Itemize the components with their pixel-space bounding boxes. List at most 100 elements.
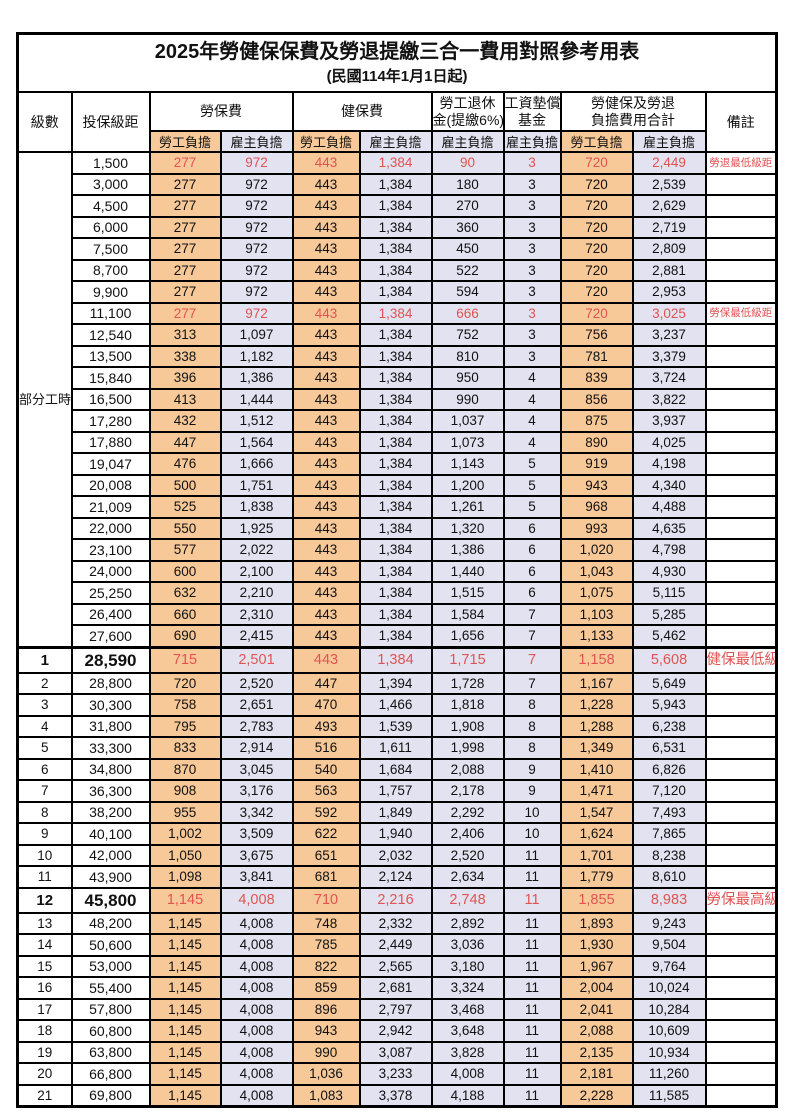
health-employee-cell: 822: [291, 954, 361, 978]
total-employer-cell: 2,953: [631, 280, 707, 304]
remark-cell: [704, 559, 778, 583]
remark-cell: [704, 1083, 778, 1108]
health-employee-cell: 443: [291, 581, 361, 605]
wage-fund-employer-cell: 7: [502, 645, 562, 674]
wage-fund-employer-cell: 6: [502, 559, 562, 583]
labor-employee-cell: 1,145: [148, 1083, 222, 1108]
total-employee-cell: 2,004: [559, 976, 634, 1000]
total-employee-cell: 720: [559, 301, 634, 325]
level-cell: 1: [16, 645, 73, 674]
health-employee-cell: 443: [291, 387, 361, 411]
table-row: 15,840 396 1,386 443 1,384 950 4 839 3,724: [18, 366, 778, 390]
bracket-cell: 38,200: [70, 800, 151, 824]
remark-cell: 勞保最高級距: [704, 886, 778, 914]
total-employer-cell: 11,585: [631, 1083, 707, 1108]
labor-employee-cell: 432: [148, 409, 222, 433]
remark-cell: [704, 800, 778, 824]
labor-employee-cell: 1,145: [148, 997, 222, 1021]
total-employee-cell: 2,088: [559, 1019, 634, 1043]
pension-employer-cell: 3,648: [430, 1019, 505, 1043]
health-employer-cell: 1,384: [358, 151, 433, 175]
wage-fund-employer-cell: 3: [502, 194, 562, 218]
total-employer-cell: 9,764: [631, 954, 707, 978]
total-employee-cell: 993: [559, 516, 634, 540]
table-row: 25,250 632 2,210 443 1,384 1,515 6 1,075 5,115: [18, 581, 778, 605]
total-employer-cell: 6,238: [631, 714, 707, 738]
health-employee-cell: 443: [291, 516, 361, 540]
remark-cell: [704, 1019, 778, 1043]
health-employer-cell: 1,849: [358, 800, 433, 824]
total-employee-cell: 720: [559, 151, 634, 175]
health-employer-cell: 1,384: [358, 366, 433, 390]
wage-fund-employer-cell: 11: [502, 1062, 562, 1086]
labor-employer-cell: 2,651: [219, 693, 294, 717]
health-employer-cell: 1,940: [358, 822, 433, 846]
table-row: 12 45,800 1,145 4,008 710 2,216 2,748 11 1,855 8,…: [16, 886, 778, 914]
health-employee-cell: 443: [291, 344, 361, 368]
labor-employer-cell: 2,520: [219, 671, 294, 695]
bracket-cell: 30,300: [70, 693, 151, 717]
health-employee-cell: 443: [291, 559, 361, 583]
pension-employer-cell: 1,656: [430, 624, 505, 648]
health-employee-cell: 710: [291, 886, 361, 914]
total-employee-cell: 1,624: [559, 822, 634, 846]
remark-cell: [704, 976, 778, 1000]
total-employer-cell: 3,937: [631, 409, 707, 433]
health-employer-cell: 1,384: [358, 538, 433, 562]
labor-employer-cell: 1,666: [219, 452, 294, 476]
wage-fund-employer-cell: 9: [502, 757, 562, 781]
total-employee-cell: 1,043: [559, 559, 634, 583]
labor-employee-cell: 277: [148, 151, 222, 175]
total-employee-cell: 2,041: [559, 997, 634, 1021]
labor-employer-cell: 3,841: [219, 865, 294, 889]
total-employer-cell: 2,449: [631, 151, 707, 175]
total-employer-cell: 7,493: [631, 800, 707, 824]
subheader-health-employer: 雇主負擔: [358, 130, 433, 153]
subheader-labor-employer: 雇主負擔: [219, 130, 294, 153]
wage-fund-employer-cell: 8: [502, 736, 562, 760]
labor-employee-cell: 277: [148, 258, 222, 282]
health-employee-cell: 443: [291, 624, 361, 648]
total-employee-cell: 1,103: [559, 602, 634, 626]
labor-employer-cell: 4,008: [219, 976, 294, 1000]
remark-cell: [704, 779, 778, 803]
health-employee-cell: 748: [291, 911, 361, 935]
health-employee-cell: 859: [291, 976, 361, 1000]
table-row: 21,009 525 1,838 443 1,384 1,261 5 968 4,488: [18, 495, 778, 519]
wage-fund-employer-cell: 11: [502, 843, 562, 867]
labor-employer-cell: 972: [219, 215, 294, 239]
health-employee-cell: 540: [291, 757, 361, 781]
table-row: 15 53,000 1,145 4,008 822 2,565 3,180 11 1,967 9,…: [16, 954, 778, 978]
table-row: 20 66,800 1,145 4,008 1,036 3,233 4,008 11 2,181…: [16, 1062, 778, 1086]
total-header-line1: 勞健保及勞退: [591, 94, 675, 111]
health-employee-cell: 943: [291, 1019, 361, 1043]
wage-fund-employer-cell: 8: [502, 714, 562, 738]
health-employer-cell: 3,378: [358, 1083, 433, 1108]
bracket-cell: 6,000: [70, 215, 151, 239]
pension-employer-cell: 1,728: [430, 671, 505, 695]
remark-cell: [704, 1062, 778, 1086]
total-employee-cell: 720: [559, 258, 634, 282]
remark-cell: [704, 736, 778, 760]
level-cell: 12: [16, 886, 73, 914]
health-employer-cell: 1,384: [358, 581, 433, 605]
wage-fund-employer-cell: 11: [502, 976, 562, 1000]
health-employer-cell: 1,384: [358, 452, 433, 476]
labor-employer-cell: 3,342: [219, 800, 294, 824]
wage-fund-employer-cell: 6: [502, 516, 562, 540]
remark-cell: [704, 280, 778, 304]
page-title: 2025年勞健保保費及勞退提繳三合一費用對照參考用表: [154, 41, 640, 63]
total-employer-cell: 7,865: [631, 822, 707, 846]
total-employer-cell: 8,610: [631, 865, 707, 889]
pension-employer-cell: 1,584: [430, 602, 505, 626]
total-employee-cell: 1,967: [559, 954, 634, 978]
pension-employer-cell: 522: [430, 258, 505, 282]
level-cell: 10: [16, 843, 73, 867]
total-employer-cell: 2,881: [631, 258, 707, 282]
total-employer-cell: 5,649: [631, 671, 707, 695]
labor-employee-cell: 277: [148, 215, 222, 239]
level-cell: 18: [16, 1019, 73, 1043]
pension-employer-cell: 2,634: [430, 865, 505, 889]
total-employee-cell: 1,133: [559, 624, 634, 648]
remark-cell: [704, 997, 778, 1021]
